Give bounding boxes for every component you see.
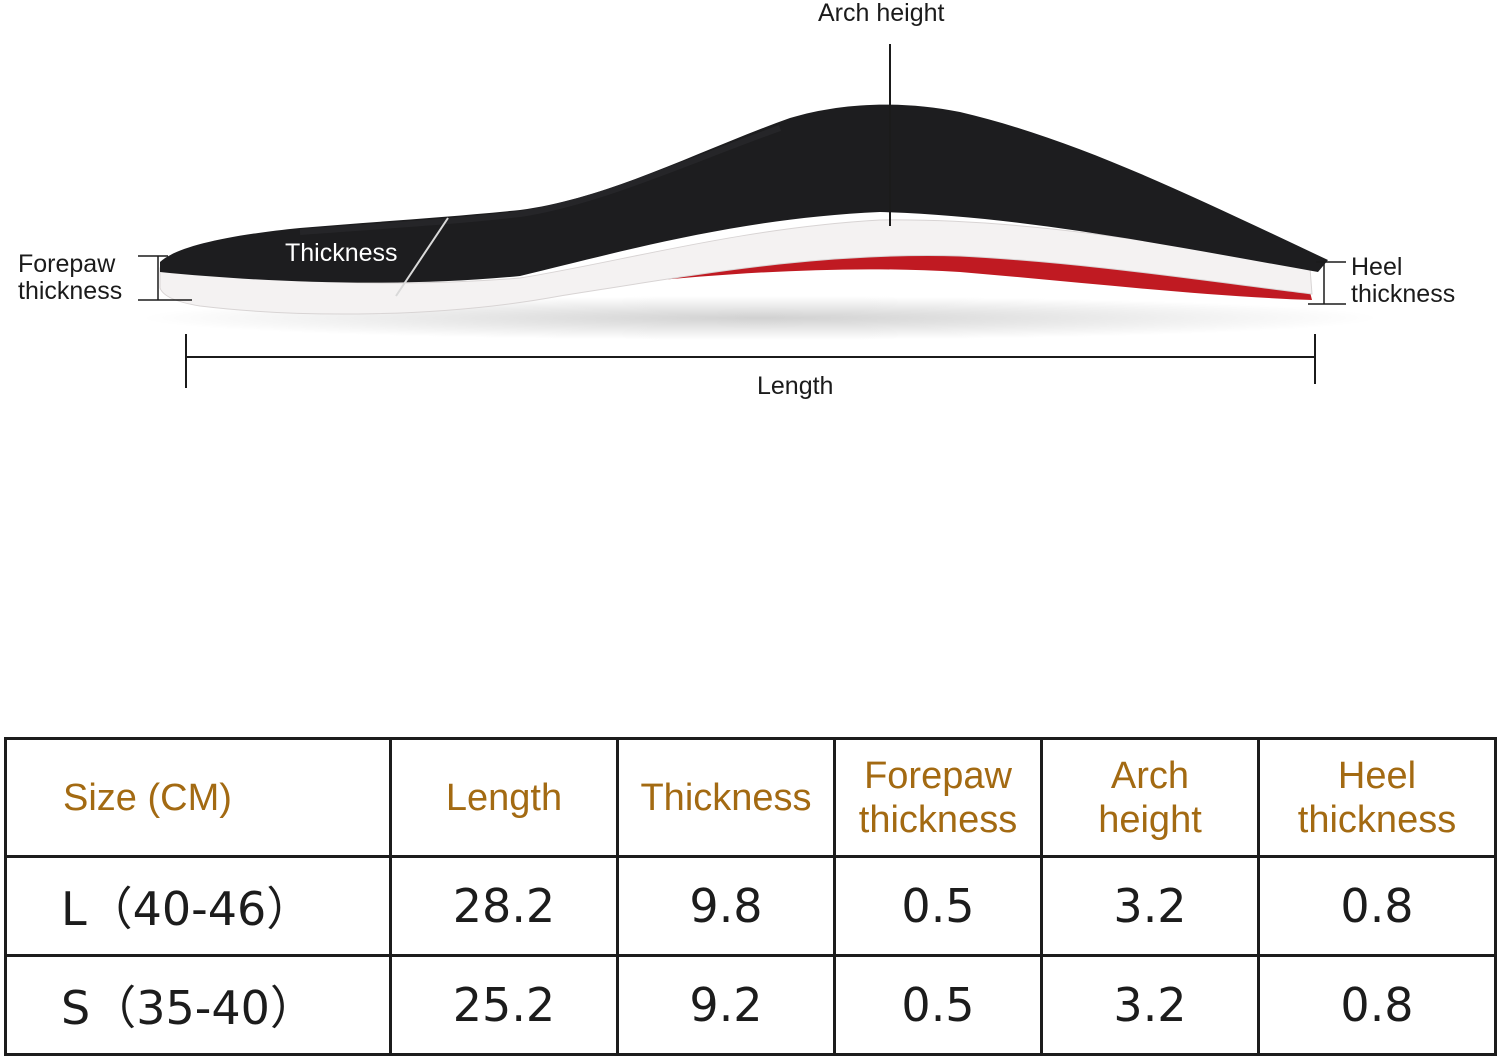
row-length: 25.2 — [389, 954, 619, 1056]
table-row: S（35-40） 25.2 9.2 0.5 3.2 0.8 — [4, 954, 1497, 1056]
arch-height-label: Arch height — [818, 0, 945, 27]
header-forepaw-line1: Forepaw — [864, 754, 1012, 797]
row-size: L（40-46） — [4, 855, 392, 957]
thickness-label: Thickness — [285, 239, 398, 267]
header-length: Length — [389, 737, 619, 858]
row-arch: 3.2 — [1040, 954, 1260, 1056]
table-header-row: Size (CM) Length Thickness Forepaw thick… — [4, 737, 1497, 858]
row-heel: 0.8 — [1257, 855, 1497, 957]
row-length: 28.2 — [389, 855, 619, 957]
size-table: Size (CM) Length Thickness Forepaw thick… — [4, 737, 1497, 1056]
row-thickness: 9.8 — [616, 855, 836, 957]
insole-top-texture — [299, 125, 782, 235]
heel-label-line2: thickness — [1351, 280, 1456, 308]
heel-label-line1: Heel — [1351, 253, 1403, 281]
forepaw-thickness-label: Forepaw thickness — [18, 251, 122, 305]
header-thickness: Thickness — [616, 737, 836, 858]
header-arch-height: Arch height — [1040, 737, 1260, 858]
table-row: L（40-46） 28.2 9.8 0.5 3.2 0.8 — [4, 855, 1497, 957]
row-arch: 3.2 — [1040, 855, 1260, 957]
header-heel-line1: Heel — [1337, 754, 1417, 797]
row-heel: 0.8 — [1257, 954, 1497, 1056]
header-heel-thickness: Heel thickness — [1257, 737, 1497, 858]
header-forepaw-thickness: Forepaw thickness — [833, 737, 1043, 858]
forepaw-label-line2: thickness — [18, 277, 123, 305]
insole-diagram — [138, 44, 1380, 388]
insole-foam-layer — [159, 219, 1313, 315]
row-size: S（35-40） — [4, 954, 392, 1056]
forepaw-label-line1: Forepaw — [18, 250, 116, 278]
insole-top-layer — [160, 104, 1328, 283]
row-forepaw: 0.5 — [833, 954, 1043, 1056]
header-size: Size (CM) — [4, 737, 392, 858]
length-label: Length — [757, 372, 834, 400]
header-arch-line1: Arch — [1110, 754, 1190, 797]
row-forepaw: 0.5 — [833, 855, 1043, 957]
header-heel-line2: thickness — [1297, 798, 1457, 841]
header-forepaw-line2: thickness — [858, 798, 1018, 841]
heel-thickness-label: Heel thickness — [1351, 254, 1455, 308]
row-thickness: 9.2 — [616, 954, 836, 1056]
header-arch-line2: height — [1098, 798, 1202, 841]
thickness-line — [395, 217, 449, 297]
